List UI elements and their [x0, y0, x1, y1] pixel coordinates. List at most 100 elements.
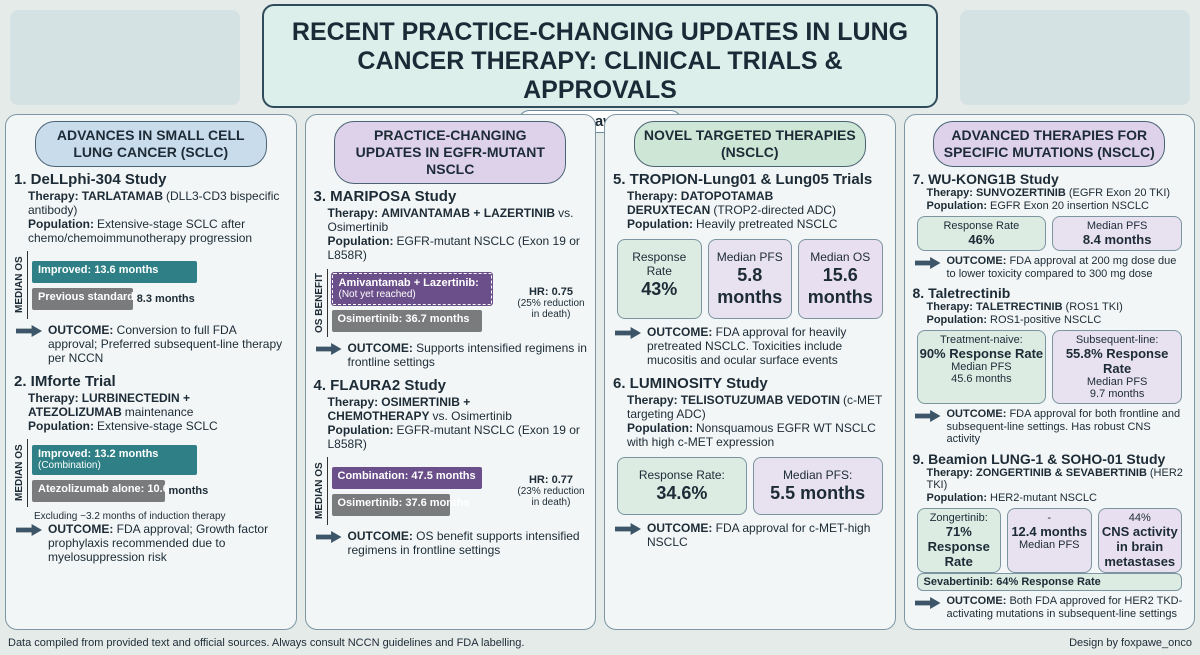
bars: Improved: 13.2 months (Combination) Atezol… — [28, 440, 288, 507]
stat-line: 5.8 months — [717, 265, 783, 307]
outcome-label: OUTCOME: — [647, 325, 713, 339]
outcome: OUTCOME: FDA approval; Growth factor pro… — [14, 522, 288, 564]
bar-label: Atezolizumab alone: 10.6 — [38, 482, 169, 495]
column: NOVEL TARGETED THERAPIES (NSCLC) 5. TROPI… — [604, 114, 896, 630]
therapy-label: Therapy: — [926, 301, 973, 313]
therapy-label: Therapy: — [926, 466, 973, 479]
study: 1. DeLLphi-304 Study Therapy: TARLATAMAB (D… — [14, 171, 288, 365]
bars: Improved: 13.6 months Previous standard: 8… — [28, 256, 288, 315]
arrow — [16, 325, 42, 337]
stat-line: Median PFS — [1086, 220, 1148, 232]
therapy: Therapy: LURBINECTEDIN + ATEZOLIZUMAB main… — [14, 391, 288, 419]
bar-row: Amivantamab + Lazertinib: (Not yet reache… — [330, 272, 516, 306]
axis-label: MEDIAN OS — [14, 251, 28, 319]
arrow — [615, 327, 641, 339]
study-title: 9. Beamion LUNG-1 & SOHO-01 Study — [912, 450, 1166, 467]
stat-line: 5.5 months — [770, 483, 866, 503]
stat-line: 8.4 months — [1082, 232, 1152, 247]
stat-line: Median PFS — [951, 361, 1012, 373]
outcome-text: FDA approval for heavily pretreated NSCL… — [647, 325, 847, 367]
header: RECENT PRACTICE-CHANGING UPDATES IN LUNG… — [262, 4, 938, 133]
study-title: 3. MARIPOSA Study — [313, 188, 457, 205]
population-label: Population: — [926, 313, 988, 326]
outcome-label: OUTCOME: — [946, 255, 1007, 267]
stat-line: Median PFS: — [782, 468, 853, 482]
population: Population: Extensive-stage SCLC — [14, 419, 288, 433]
therapy: Therapy: DATOPOTAMAB DERUXTECAN (TROP2-dir… — [613, 189, 887, 217]
bar: Combination: 47.5 months — [331, 466, 482, 489]
stat-line: Response Rate: — [638, 468, 725, 482]
axis-label: OS BENEFIT — [313, 268, 328, 337]
outcome: OUTCOME: FDA approval for c-MET-high NSC… — [613, 521, 887, 549]
outcome-label: OUTCOME: — [347, 529, 413, 543]
axis-label: MEDIAN OS — [14, 439, 28, 507]
axis-label: MEDIAN OS — [313, 457, 328, 525]
outcome-body: OUTCOME: FDA approval for both frontline… — [947, 408, 1187, 446]
study: 9. Beamion LUNG-1 & SOHO-01 Study Therapy… — [913, 451, 1187, 621]
stat-line: 12.4 months — [1011, 524, 1088, 539]
column-header: ADVANCES IN SMALL CELL LUNG CANCER (SCLC… — [34, 121, 267, 167]
outcome-label: OUTCOME: — [48, 323, 114, 337]
outcome-body: OUTCOME: FDA approval at 200 mg dose due… — [947, 255, 1187, 280]
study: 5. TROPION-Lung01 & Lung05 Trials Therapy… — [613, 171, 887, 367]
population: Population: ROS1-positive NSCLC — [913, 314, 1187, 327]
population: Population: Heavily pretreated NSCLC — [613, 217, 887, 231]
chart-note: Excluding ~3.2 months of induction thera… — [34, 511, 226, 522]
stat-line: 44% — [1128, 512, 1151, 524]
bar-row: Improved: 13.6 months — [32, 260, 288, 283]
column-header: PRACTICE-CHANGING UPDATES IN EGFR-MUTANT… — [334, 121, 567, 184]
bar-suffix: 8.3 months — [136, 292, 195, 305]
outcome: OUTCOME: OS benefit supports intensified… — [314, 529, 588, 557]
therapy-drug: SUNVOZERTINIB — [975, 187, 1066, 199]
outcome: OUTCOME: Supports intensified regimens i… — [314, 341, 588, 369]
bar: Improved: 13.2 months (Combination) — [32, 444, 197, 475]
therapy-detail: (DLL3-CD3 bispecific antibody) — [28, 189, 280, 217]
bar-chart: OS BENEFIT Amivantamab + Lazertinib: (Not … — [313, 268, 588, 337]
bars: Combination: 47.5 months Osimertinib: 37.… — [328, 462, 516, 521]
therapy-drug: DATOPOTAMAB DERUXTECAN — [627, 189, 774, 217]
therapy-detail: vs. Osimertinib — [432, 409, 512, 423]
hazard-ratio: HR: 0.77 (23% reduction in death) — [515, 474, 587, 508]
population-label: Population: — [28, 217, 94, 231]
bar-chart: MEDIAN OS Improved: 13.6 months Previous s… — [14, 251, 288, 319]
outcome-body: OUTCOME: Supports intensified regimens i… — [348, 341, 588, 369]
footer-note: Data compiled from provided text and off… — [8, 637, 525, 649]
column-header: ADVANCED THERAPIES FOR SPECIFIC MUTATION… — [933, 121, 1166, 167]
population-text: Nonsquamous EGFR WT NSCLC with high c-ME… — [627, 421, 876, 449]
therapy-detail: (TROP2-directed ADC) — [713, 203, 837, 217]
outcome-label: OUTCOME: — [946, 595, 1007, 607]
therapy-drug: LURBINECTEDIN + ATEZOLIZUMAB — [28, 391, 191, 419]
study-title: 5. TROPION-Lung01 & Lung05 Trials — [613, 171, 873, 188]
bar-label: Improved: 13.2 months — [38, 447, 159, 460]
bar: Atezolizumab alone: 10.6 — [32, 479, 169, 502]
stat-line: 90% Response Rate — [919, 346, 1044, 361]
outcome: OUTCOME: FDA approval at 200 mg dose due… — [913, 255, 1187, 280]
population-label: Population: — [926, 491, 988, 504]
stat-line: 34.6% — [656, 483, 708, 503]
study-title: 4. FLAURA2 Study — [313, 377, 447, 394]
hr-value: HR: 0.75 — [528, 285, 574, 298]
outcome-label: OUTCOME: — [347, 341, 413, 355]
therapy: Therapy: SUNVOZERTINIB (EGFR Exon 20 TKI) — [913, 187, 1187, 200]
outcome-body: OUTCOME: FDA approval for heavily pretre… — [647, 325, 887, 367]
bar-row: Previous standard: 8.3 months — [32, 287, 288, 310]
therapy-drug: TARLATAMAB — [81, 189, 163, 203]
population: Population: EGFR-mutant NSCLC (Exon 19 or… — [314, 234, 588, 262]
outcome-text: FDA approval for c-MET-high NSCLC — [647, 521, 871, 549]
bar: Osimertinib: 36.7 months — [331, 310, 482, 332]
therapy-label: Therapy: — [28, 189, 79, 203]
arrow — [315, 531, 342, 543]
study: 2. IMforte Trial Therapy: LURBINECTEDIN + … — [14, 373, 288, 564]
bar-row: Osimertinib: 37.6 months — [331, 493, 516, 516]
bar-label: Previous standard: — [38, 290, 138, 303]
population-text: Extensive-stage SCLC — [97, 419, 218, 433]
therapy: Therapy: TARLATAMAB (DLL3-CD3 bispecific a… — [14, 189, 288, 217]
stat-box: Treatment-naive: 90% Response Rate Median … — [916, 330, 1047, 404]
arrow — [914, 410, 941, 422]
population-text: ROS1-positive NSCLC — [990, 313, 1102, 326]
stat-box: Median OS 15.6 months — [798, 239, 883, 319]
outcome: OUTCOME: FDA approval for heavily pretre… — [613, 325, 887, 367]
therapy-drug: TALETRECTINIB — [975, 301, 1063, 313]
hazard-ratio: HR: 0.75 (25% reduction in death) — [515, 286, 587, 320]
population: Population: EGFR Exon 20 insertion NSCLC — [913, 200, 1187, 213]
